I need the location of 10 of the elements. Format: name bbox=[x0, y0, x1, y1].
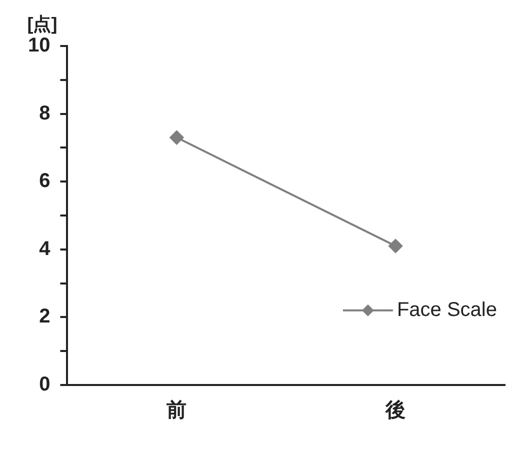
y-tick-label: 8 bbox=[39, 102, 50, 124]
y-tick-label: 0 bbox=[39, 374, 50, 396]
y-tick-label: 2 bbox=[39, 306, 50, 328]
y-tick-label: 10 bbox=[28, 34, 50, 57]
legend-label: Face Scale bbox=[396, 298, 498, 321]
x-tick-label: 後 bbox=[384, 400, 406, 422]
y-tick-label: 6 bbox=[39, 170, 50, 192]
x-tick-label: 前 bbox=[166, 400, 187, 422]
y-tick-label: 4 bbox=[39, 238, 52, 260]
y-axis-title: [点] bbox=[27, 14, 58, 34]
